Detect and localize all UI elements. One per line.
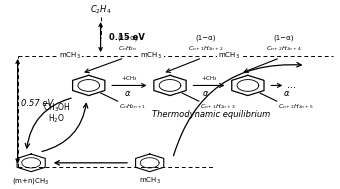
Text: α: α [203, 89, 208, 98]
Text: (1−α): (1−α) [117, 34, 138, 41]
Text: Thermodynamic equilibrium: Thermodynamic equilibrium [152, 110, 270, 119]
Text: mCH$_3$: mCH$_3$ [59, 51, 81, 61]
Text: $C_nH_{2n}$: $C_nH_{2n}$ [118, 44, 137, 53]
Text: 0.57 eV: 0.57 eV [21, 99, 53, 108]
Text: H$_2$O: H$_2$O [48, 112, 65, 125]
Text: CH$_3$OH: CH$_3$OH [43, 101, 70, 114]
Text: mCH$_3$: mCH$_3$ [218, 51, 240, 61]
Text: $C_{n+2}H_{2n+5}$: $C_{n+2}H_{2n+5}$ [278, 102, 313, 111]
Text: α: α [125, 89, 131, 98]
Text: +CH$_3$: +CH$_3$ [201, 74, 217, 84]
Text: α: α [284, 89, 290, 98]
Text: (m+n)CH$_3$: (m+n)CH$_3$ [12, 176, 50, 186]
Text: mCH$_3$: mCH$_3$ [140, 51, 162, 61]
Text: $C_nH_{2n+1}$: $C_nH_{2n+1}$ [119, 102, 146, 111]
Text: +CH$_3$: +CH$_3$ [121, 74, 138, 84]
Text: $C_{n+1}H_{2n+2}$: $C_{n+1}H_{2n+2}$ [188, 44, 223, 53]
Text: $C_{n+1}H_{2n+3}$: $C_{n+1}H_{2n+3}$ [200, 102, 235, 111]
Text: 0.15 eV: 0.15 eV [109, 33, 145, 42]
Text: $C_2H_4$: $C_2H_4$ [90, 4, 112, 16]
Text: $C_{n+2}H_{2n+4}$: $C_{n+2}H_{2n+4}$ [266, 44, 301, 53]
Text: (1−α): (1−α) [195, 34, 216, 41]
Text: mCH$_3$: mCH$_3$ [139, 176, 160, 187]
Text: (1−α): (1−α) [273, 34, 294, 41]
Text: ...: ... [287, 81, 296, 91]
